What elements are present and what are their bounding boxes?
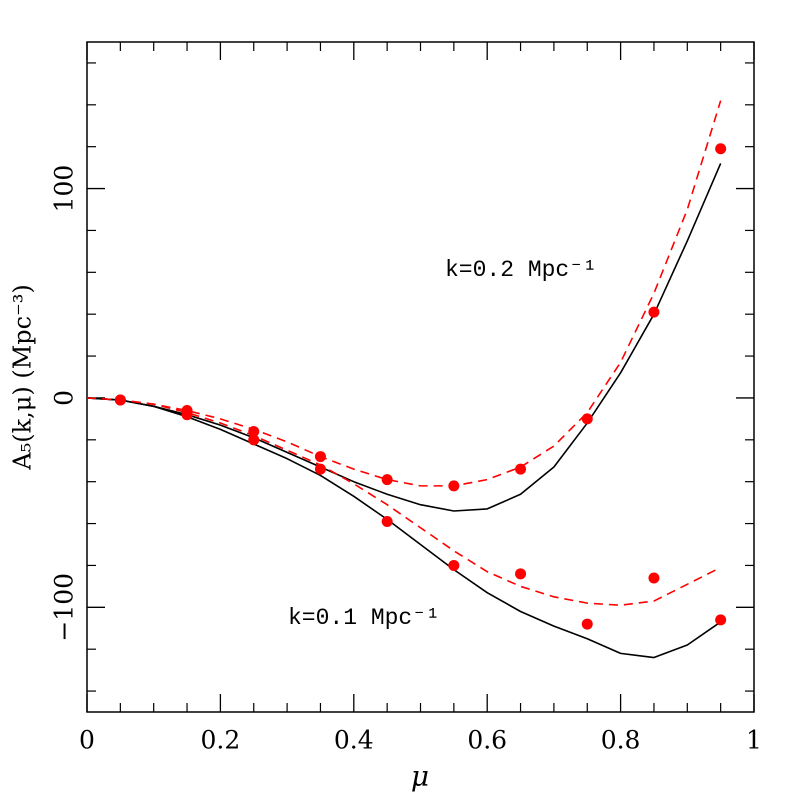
series-line (86, 163, 722, 512)
series-line (86, 397, 722, 607)
data-point (448, 480, 460, 492)
y-tick-label: 0 (50, 390, 79, 406)
data-point (515, 568, 527, 580)
x-tick-label: 0.6 (467, 726, 507, 755)
data-point (314, 463, 326, 475)
data-point (648, 572, 660, 584)
data-point (581, 413, 593, 425)
data-point (381, 515, 393, 527)
x-tick-label: 1 (746, 726, 762, 755)
x-tick-label: 0 (79, 726, 95, 755)
series-line (86, 100, 722, 487)
data-point (648, 306, 660, 318)
data-point (515, 463, 527, 475)
data-point (715, 614, 727, 626)
series-line (86, 397, 722, 659)
data-point (114, 394, 126, 406)
data-point (248, 425, 260, 437)
y-tick-label: 100 (50, 165, 79, 213)
data-point (248, 434, 260, 446)
data-point (381, 474, 393, 486)
x-tick-label: 0.8 (601, 726, 641, 755)
x-tick-label: 0.2 (201, 726, 241, 755)
x-tick-label: 0.4 (334, 726, 374, 755)
annotation: k=0.2 Mpc⁻¹ (445, 257, 597, 283)
y-axis-label: A₅(k,μ) (Mpc⁻³) (9, 284, 37, 470)
y-tick-label: −100 (50, 573, 79, 642)
data-point (181, 409, 193, 421)
data-point (715, 143, 727, 155)
annotation: k=0.1 Mpc⁻¹ (288, 605, 440, 631)
x-axis-label: μ (411, 760, 429, 793)
data-point (448, 559, 460, 571)
data-point (581, 618, 593, 630)
data-point (314, 451, 326, 463)
